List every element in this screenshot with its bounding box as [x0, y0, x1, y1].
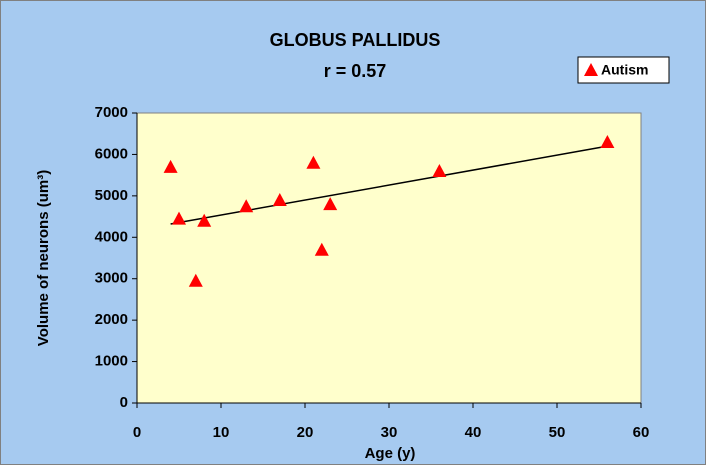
chart-title: GLOBUS PALLIDUS — [270, 30, 441, 50]
x-tick-label: 50 — [549, 424, 566, 441]
legend-label: Autism — [601, 62, 648, 78]
x-tick-label: 40 — [465, 424, 482, 441]
data-point — [432, 164, 447, 177]
y-tick-label: 0 — [120, 394, 128, 411]
plot-area — [136, 112, 642, 404]
chart-subtitle: r = 0.57 — [324, 61, 387, 81]
x-tick-label: 60 — [633, 424, 650, 441]
data-point — [272, 193, 287, 206]
y-tick-label: 2000 — [95, 311, 128, 328]
y-tick-label: 3000 — [95, 270, 128, 287]
y-tick-label: 7000 — [95, 104, 128, 121]
x-tick-label: 0 — [133, 424, 141, 441]
y-tick-label: 1000 — [95, 353, 128, 370]
data-point — [600, 135, 615, 148]
data-point — [239, 199, 254, 213]
x-axis-label: Age (y) — [365, 445, 416, 462]
data-point — [314, 242, 329, 256]
x-tick-label: 30 — [381, 424, 398, 441]
x-tick-label: 10 — [213, 424, 230, 441]
data-point — [188, 273, 203, 287]
data-point — [163, 159, 178, 173]
y-tick-label: 5000 — [95, 187, 128, 204]
data-point — [323, 197, 338, 211]
data-point — [306, 155, 321, 169]
y-tick-label: 4000 — [95, 228, 128, 245]
x-tick-label: 20 — [297, 424, 314, 441]
legend-marker — [584, 63, 598, 76]
y-axis-label: Volume of neurons (um³) — [35, 170, 52, 346]
data-point — [172, 211, 186, 225]
data-point — [197, 213, 212, 227]
y-tick-label: 6000 — [95, 145, 128, 162]
